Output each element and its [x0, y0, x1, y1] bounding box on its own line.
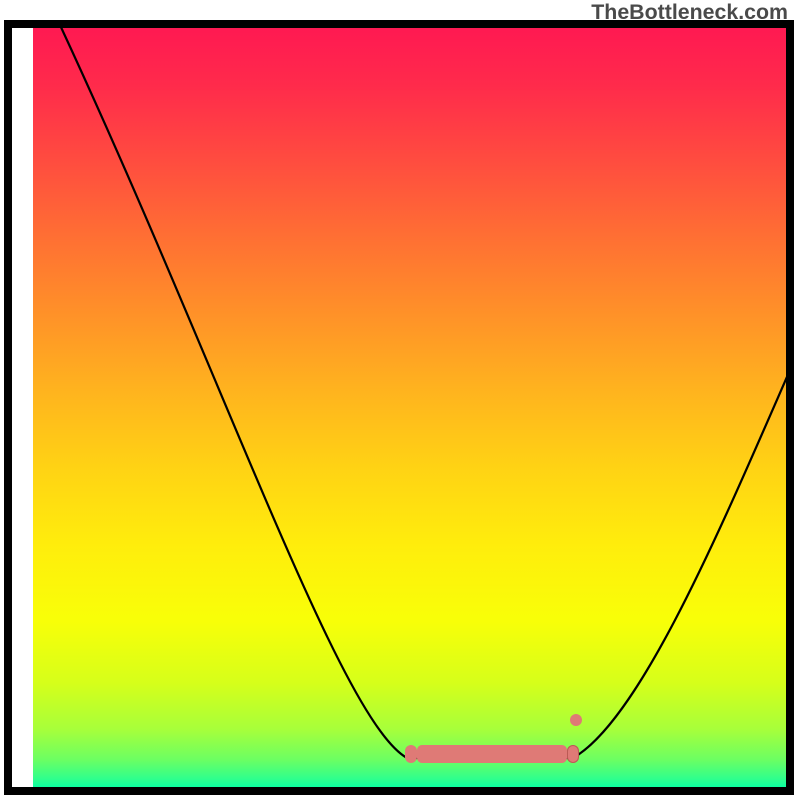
- bottleneck-chart: TheBottleneck.com: [0, 0, 800, 800]
- watermark-text: TheBottleneck.com: [591, 0, 788, 25]
- chart-border: [4, 20, 794, 795]
